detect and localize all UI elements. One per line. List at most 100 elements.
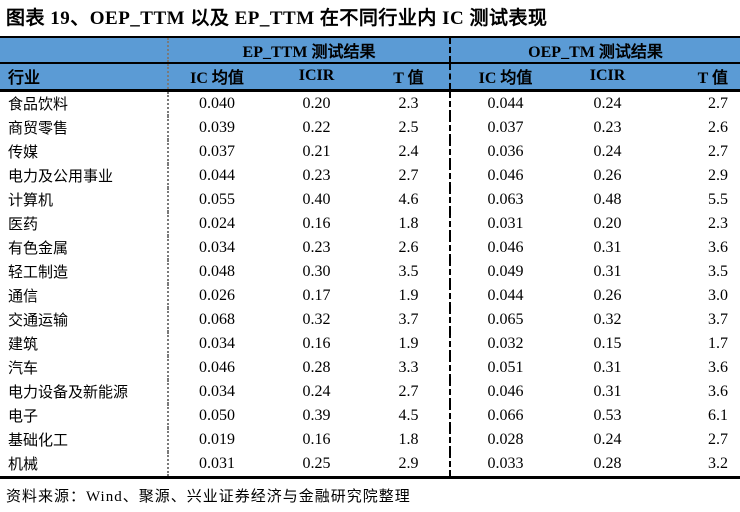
figure-title: 图表 19、OEP_TTM 以及 EP_TTM 在不同行业内 IC 测试表现 — [6, 8, 548, 29]
value-cell: 3.5 — [708, 262, 729, 280]
industry-cell: 轻工制造 — [0, 259, 169, 284]
value-cell: 0.055 — [199, 190, 235, 208]
column-header-oep-icir: ICIR — [560, 62, 655, 92]
value-cell: 0.31 — [593, 238, 622, 256]
value-cell: 0.048 — [199, 262, 235, 280]
value-cell: 0.48 — [593, 190, 622, 208]
table-row: 商贸零售 0.039 0.22 2.5 0.037 0.23 2.6 — [0, 115, 740, 140]
column-header-ep-t-value: T 值 — [368, 62, 451, 92]
value-cell: 0.065 — [487, 310, 524, 328]
table-row: 机械 0.031 0.25 2.9 0.033 0.28 3.2 — [0, 451, 740, 478]
industry-cell: 通信 — [0, 283, 169, 308]
value-cell: 2.7 — [368, 163, 451, 188]
value-cell: 2.7 — [708, 94, 729, 112]
value-cell: 0.068 — [199, 310, 235, 328]
industry-cell: 机械 — [0, 451, 169, 478]
value-cell: 0.063 — [487, 190, 524, 208]
table-row: 电子 0.050 0.39 4.5 0.066 0.53 6.1 — [0, 403, 740, 428]
value-cell: 0.026 — [199, 286, 235, 304]
industry-cell: 食品饮料 — [0, 90, 169, 116]
table-row: 食品饮料 0.040 0.20 2.3 0.044 0.24 2.7 — [0, 90, 740, 116]
value-cell: 2.3 — [708, 214, 729, 232]
value-cell: 0.16 — [302, 214, 331, 232]
value-cell: 0.39 — [302, 406, 331, 424]
value-cell: 3.2 — [708, 454, 729, 472]
value-cell: 0.22 — [302, 118, 331, 136]
value-cell: 0.034 — [199, 382, 235, 400]
industry-cell: 交通运输 — [0, 307, 169, 332]
table-row: 建筑 0.034 0.16 1.9 0.032 0.15 1.7 — [0, 331, 740, 356]
table-body: 食品饮料 0.040 0.20 2.3 0.044 0.24 2.7 商贸零售 0.039 0.2… — [0, 90, 740, 478]
industry-cell: 医药 — [0, 211, 169, 236]
industry-cell: 汽车 — [0, 355, 169, 380]
value-cell: 3.7 — [368, 307, 451, 332]
value-cell: 0.036 — [487, 142, 524, 160]
group-header-ep-ttm: EP_TTM 测试结果 — [168, 36, 451, 64]
value-cell: 2.5 — [368, 115, 451, 140]
value-cell: 0.31 — [593, 358, 622, 376]
value-cell: 0.044 — [487, 94, 524, 112]
value-cell: 0.24 — [593, 94, 622, 112]
value-cell: 0.031 — [199, 454, 235, 472]
table-row: 轻工制造 0.048 0.30 3.5 0.049 0.31 3.5 — [0, 259, 740, 284]
industry-cell: 建筑 — [0, 331, 169, 356]
table-row: 医药 0.024 0.16 1.8 0.031 0.20 2.3 — [0, 211, 740, 236]
value-cell: 3.0 — [708, 286, 729, 304]
value-cell: 0.046 — [487, 166, 524, 184]
table-header: EP_TTM 测试结果 OEP_TM 测试结果 行业 IC 均值 ICIR T … — [0, 36, 740, 92]
value-cell: 0.024 — [199, 214, 235, 232]
table-row: 计算机 0.055 0.40 4.6 0.063 0.48 5.5 — [0, 187, 740, 212]
value-cell: 0.26 — [593, 166, 622, 184]
value-cell: 0.019 — [199, 430, 235, 448]
value-cell: 1.9 — [368, 331, 451, 356]
table-row: 有色金属 0.034 0.23 2.6 0.046 0.31 3.6 — [0, 235, 740, 260]
value-cell: 3.6 — [708, 238, 729, 256]
value-cell: 0.051 — [487, 358, 524, 376]
table-row: 交通运输 0.068 0.32 3.7 0.065 0.32 3.7 — [0, 307, 740, 332]
value-cell: 1.8 — [368, 211, 451, 236]
table-row: 汽车 0.046 0.28 3.3 0.051 0.31 3.6 — [0, 355, 740, 380]
value-cell: 0.26 — [593, 286, 622, 304]
industry-cell: 电子 — [0, 403, 169, 428]
column-header-industry: 行业 — [0, 62, 169, 92]
value-cell: 0.040 — [199, 94, 235, 112]
value-cell: 0.028 — [487, 430, 524, 448]
value-cell: 6.1 — [708, 406, 729, 424]
value-cell: 4.6 — [368, 187, 451, 212]
value-cell: 0.034 — [199, 334, 235, 352]
column-header-oep-t-value: T 值 — [655, 62, 740, 92]
column-header-ep-icir: ICIR — [265, 62, 368, 92]
value-cell: 0.046 — [487, 382, 524, 400]
industry-cell: 传媒 — [0, 139, 169, 164]
table-row: 电力设备及新能源 0.034 0.24 2.7 0.046 0.31 3.6 — [0, 379, 740, 404]
industry-cell: 电力设备及新能源 — [0, 379, 169, 404]
value-cell: 0.16 — [302, 430, 331, 448]
value-cell: 3.3 — [368, 355, 451, 380]
table-row: 通信 0.026 0.17 1.9 0.044 0.26 3.0 — [0, 283, 740, 308]
value-cell: 0.037 — [487, 118, 524, 136]
source-note: 资料来源：Wind、聚源、兴业证券经济与金融研究院整理 — [6, 488, 411, 505]
value-cell: 0.20 — [593, 214, 622, 232]
value-cell: 0.044 — [199, 166, 235, 184]
group-header-oep-tm: OEP_TM 测试结果 — [450, 36, 740, 64]
value-cell: 0.066 — [487, 406, 524, 424]
value-cell: 0.53 — [593, 406, 622, 424]
value-cell: 2.7 — [708, 142, 729, 160]
value-cell: 2.6 — [708, 118, 729, 136]
column-header-ep-ic-mean: IC 均值 — [168, 62, 265, 92]
value-cell: 0.23 — [302, 238, 331, 256]
sub-header-row: 行业 IC 均值 ICIR T 值 IC 均值 ICIR T 值 — [0, 62, 740, 92]
industry-cell: 电力及公用事业 — [0, 163, 169, 188]
value-cell: 2.9 — [708, 166, 729, 184]
value-cell: 0.30 — [302, 262, 331, 280]
value-cell: 0.031 — [487, 214, 524, 232]
value-cell: 0.21 — [302, 142, 331, 160]
value-cell: 0.049 — [487, 262, 524, 280]
value-cell: 2.6 — [368, 235, 451, 260]
value-cell: 3.7 — [708, 310, 729, 328]
value-cell: 0.20 — [302, 94, 331, 112]
value-cell: 3.6 — [708, 382, 729, 400]
value-cell: 0.32 — [593, 310, 622, 328]
table-row: 基础化工 0.019 0.16 1.8 0.028 0.24 2.7 — [0, 427, 740, 452]
